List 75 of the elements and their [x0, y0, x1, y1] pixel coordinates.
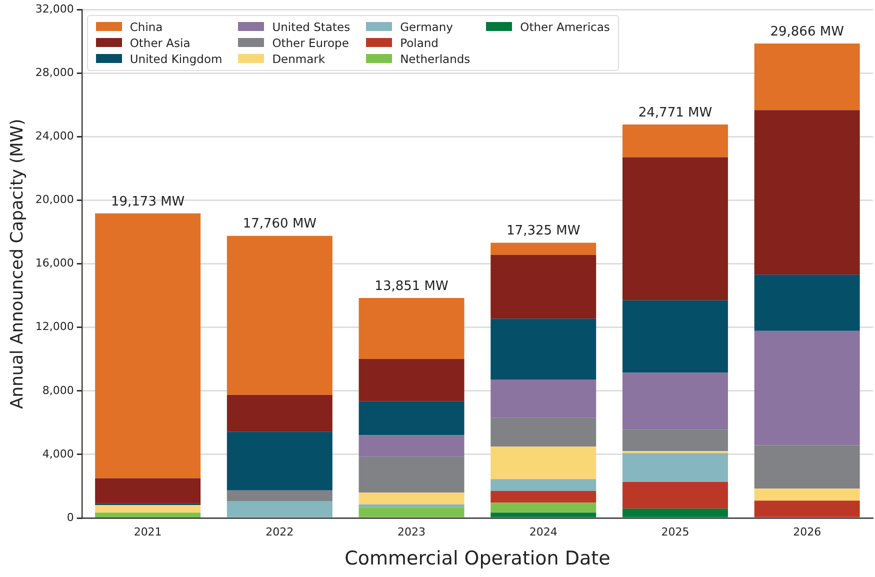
x-tick-label: 2025: [661, 525, 690, 538]
x-tick-label: 2021: [134, 525, 162, 538]
bar: [622, 124, 728, 158]
bar: [490, 512, 596, 518]
x-tick-label: 2023: [398, 525, 426, 538]
y-tick-label: 0: [66, 510, 74, 524]
bar: [226, 236, 332, 395]
bar: [226, 501, 332, 518]
y-tick-label: 8,000: [42, 384, 74, 397]
bar: [622, 300, 728, 373]
bar: [754, 488, 860, 501]
bar: [490, 318, 596, 380]
legend-label: Other Asia: [130, 36, 190, 50]
bar: [622, 508, 728, 518]
bar: [226, 394, 332, 432]
y-tick-label: 16,000: [35, 256, 74, 270]
bar: [226, 490, 332, 501]
total-label: 17,325 MW: [506, 224, 580, 239]
total-label: 29,866 MW: [770, 24, 844, 40]
bar: [754, 445, 860, 489]
bar: [490, 490, 596, 503]
y-tick-label: 20,000: [35, 193, 74, 206]
legend-label: United States: [272, 20, 350, 34]
bar: [490, 379, 596, 418]
legend-label: Netherlands: [400, 52, 470, 66]
y-tick-label: 12,000: [35, 320, 74, 334]
legend-label: Other Europe: [272, 36, 349, 50]
legend-label: Poland: [400, 36, 438, 50]
legend-label: China: [130, 20, 163, 34]
bar: [95, 504, 201, 513]
bar: [95, 512, 201, 518]
y-tick-label: 32,000: [35, 2, 74, 16]
total-label: 24,771 MW: [638, 105, 712, 120]
x-axis-title: Commercial Operation Date: [344, 548, 610, 570]
bar: [490, 242, 596, 256]
bar: [622, 157, 728, 300]
bar: [754, 44, 860, 110]
bar: [490, 502, 596, 513]
x-tick-label: 2022: [266, 525, 294, 538]
bar: [358, 456, 464, 493]
y-tick-label: 28,000: [35, 66, 74, 80]
legend-label: United Kingdom: [130, 52, 222, 66]
bar: [754, 500, 860, 518]
bar: [358, 358, 464, 402]
bar: [358, 492, 464, 504]
bar: [358, 298, 464, 359]
total-label: 13,851 MW: [374, 278, 449, 294]
bar: [490, 446, 596, 480]
y-axis-title: Annual Announced Capacity (MW): [8, 118, 28, 409]
bar: [622, 430, 728, 452]
bar: [490, 418, 596, 447]
x-tick-label: 2024: [529, 525, 558, 538]
bar: [358, 401, 464, 436]
y-tick-label: 4,000: [42, 447, 74, 460]
bar: [622, 453, 728, 482]
total-label: 17,760 MW: [242, 216, 317, 232]
legend-label: Other Americas: [520, 20, 610, 34]
bar: [358, 508, 464, 518]
bar: [754, 330, 860, 446]
x-tick-label: 2026: [793, 525, 822, 538]
bar: [754, 110, 860, 275]
bar: [226, 432, 332, 490]
bar: [754, 274, 860, 331]
bar: [622, 372, 728, 430]
bar: [95, 478, 201, 504]
bar: [622, 482, 728, 509]
bar: [490, 255, 596, 319]
bar: [95, 213, 201, 478]
total-label: 19,173 MW: [110, 194, 185, 210]
bar: [358, 435, 464, 457]
legend-label: Germany: [400, 20, 453, 34]
bar: [358, 504, 464, 508]
legend-label: Denmark: [272, 52, 326, 66]
y-tick-label: 24,000: [35, 130, 74, 143]
bar: [490, 479, 596, 491]
